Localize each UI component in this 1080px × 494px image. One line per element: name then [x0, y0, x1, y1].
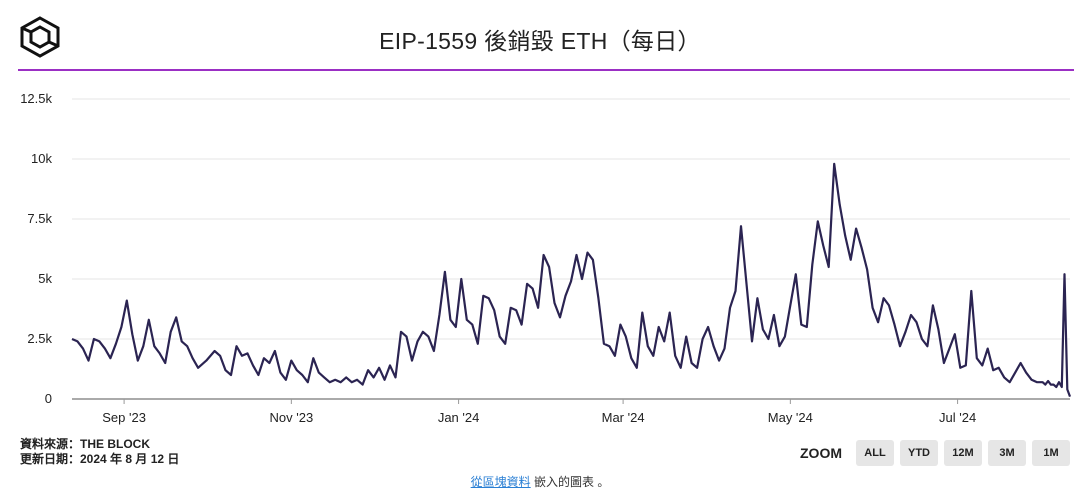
x-tick-label: Jan '24 [438, 410, 480, 425]
zoom-all-button[interactable]: ALL [856, 440, 894, 466]
updated-date-text: 更新日期：2024 年 8 月 12 日 [20, 452, 180, 466]
embed-credit-suffix: 嵌入的圖表 。 [530, 475, 610, 489]
y-tick-label: 2.5k [27, 331, 52, 346]
zoom-1m-button[interactable]: 1M [1032, 440, 1070, 466]
y-tick-label: 5k [38, 271, 52, 286]
zoom-3m-button[interactable]: 3M [988, 440, 1026, 466]
zoom-label: ZOOM [800, 445, 842, 461]
source-text: 資料來源：THE BLOCK [20, 437, 150, 451]
zoom-12m-button[interactable]: 12M [944, 440, 982, 466]
line-chart[interactable]: 0 2.5k 5k 7.5k 10k 12.5k Sep '23 Nov '23 Jan '24… [0, 80, 1080, 430]
zoom-ytd-button[interactable]: YTD [900, 440, 938, 466]
x-tick-label: May '24 [768, 410, 813, 425]
source-link[interactable]: 從區塊資料 [470, 475, 531, 489]
x-tick-label: Sep '23 [102, 410, 146, 425]
x-tick-label: Nov '23 [270, 410, 314, 425]
chart-footer: 資料來源：THE BLOCK 更新日期：2024 年 8 月 12 日 [20, 437, 179, 467]
x-tick-label: Jul '24 [939, 410, 976, 425]
y-tick-label: 0 [45, 391, 52, 406]
embed-credit: 從區塊資料 嵌入的圖表 。 [0, 473, 1080, 490]
y-tick-label: 7.5k [27, 211, 52, 226]
zoom-controls: ZOOM ALL YTD 12M 3M 1M [800, 440, 1070, 466]
burned-eth-series-line[interactable] [71, 162, 1072, 397]
chart-title: EIP-1559 後銷毀 ETH（每日） [379, 28, 701, 54]
the-block-logo-icon [20, 16, 60, 58]
title-divider [18, 69, 1074, 71]
y-tick-label: 10k [31, 151, 52, 166]
x-tick-label: Mar '24 [602, 410, 645, 425]
y-tick-label: 12.5k [20, 91, 52, 106]
